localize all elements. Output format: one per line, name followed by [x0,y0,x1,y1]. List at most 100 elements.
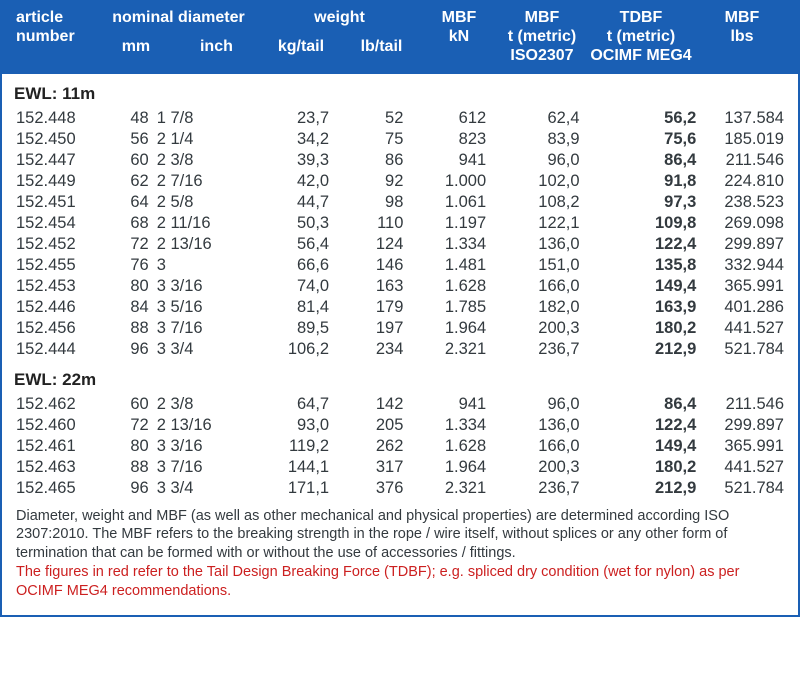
cell-kn: 823 [407,129,490,150]
cell-kn: 1.197 [407,213,490,234]
cell-article: 152.455 [2,255,93,276]
cell-kn: 1.000 [407,171,490,192]
cell-inch: 3 5/16 [153,297,251,318]
table-row: 152.465963 3/4171,13762.321236,7212,9521… [2,478,798,499]
cell-lb: 317 [333,457,407,478]
cell-inch: 3 7/16 [153,318,251,339]
cell-kn: 1.964 [407,318,490,339]
cell-lbs: 211.546 [700,150,798,171]
cell-lb: 110 [333,213,407,234]
table-row: 152.456883 7/1689,51971.964200,3180,2441… [2,318,798,339]
cell-lb: 197 [333,318,407,339]
col-tdbf-line1: TDBF [620,9,663,26]
cell-lbs: 332.944 [700,255,798,276]
cell-kn: 1.334 [407,234,490,255]
cell-iso: 96,0 [490,394,583,415]
cell-mm: 80 [93,276,152,297]
cell-lb: 98 [333,192,407,213]
cell-kg: 23,7 [250,108,333,129]
cell-tdbf: 91,8 [584,171,701,192]
cell-kn: 941 [407,150,490,171]
cell-article: 152.449 [2,171,93,192]
col-diameter-mm: mm [122,38,150,55]
cell-lb: 52 [333,108,407,129]
table-row: 152.460722 13/1693,02051.334136,0122,429… [2,415,798,436]
cell-lb: 163 [333,276,407,297]
cell-lb: 262 [333,436,407,457]
cell-kn: 1.481 [407,255,490,276]
cell-kg: 66,6 [250,255,333,276]
cell-tdbf: 180,2 [584,457,701,478]
cell-mm: 96 [93,478,152,499]
cell-tdbf: 56,2 [584,108,701,129]
cell-mm: 84 [93,297,152,318]
cell-mm: 72 [93,234,152,255]
cell-mm: 56 [93,129,152,150]
cell-inch: 2 13/16 [153,234,251,255]
cell-iso: 62,4 [490,108,583,129]
col-mbf-kn-line1: MBF [442,9,477,26]
cell-lb: 179 [333,297,407,318]
cell-lb: 92 [333,171,407,192]
cell-article: 152.463 [2,457,93,478]
cell-inch: 2 5/8 [153,192,251,213]
table-row: 152.447602 3/839,38694196,086,4211.546 [2,150,798,171]
cell-inch: 3 3/16 [153,436,251,457]
cell-lb: 124 [333,234,407,255]
cell-article: 152.461 [2,436,93,457]
cell-article: 152.447 [2,150,93,171]
cell-inch: 3 3/4 [153,339,251,360]
cell-iso: 122,1 [490,213,583,234]
cell-kg: 81,4 [250,297,333,318]
cell-tdbf: 135,8 [584,255,701,276]
col-tdbf-line3: OCIMF MEG4 [590,47,691,64]
cell-article: 152.444 [2,339,93,360]
cell-iso: 200,3 [490,457,583,478]
table-row: 152.45576366,61461.481151,0135,8332.944 [2,255,798,276]
cell-mm: 88 [93,457,152,478]
cell-mm: 60 [93,150,152,171]
col-weight-group: weight [314,9,365,26]
cell-iso: 166,0 [490,276,583,297]
cell-tdbf: 149,4 [584,276,701,297]
cell-kg: 39,3 [250,150,333,171]
cell-mm: 96 [93,339,152,360]
cell-kn: 1.628 [407,436,490,457]
col-tdbf-line2: t (metric) [607,28,675,45]
cell-iso: 182,0 [490,297,583,318]
col-article-line1: article [16,9,63,26]
cell-lb: 146 [333,255,407,276]
col-diameter-inch: inch [200,38,233,55]
col-mbf-kn-line2: kN [449,28,469,45]
cell-lbs: 137.584 [700,108,798,129]
cell-iso: 151,0 [490,255,583,276]
col-mbf-iso-line3: ISO2307 [510,47,573,64]
cell-kg: 74,0 [250,276,333,297]
cell-kn: 941 [407,394,490,415]
col-article-line2: number [16,28,75,45]
cell-lbs: 224.810 [700,171,798,192]
cell-kg: 144,1 [250,457,333,478]
cell-lb: 205 [333,415,407,436]
table-row: 152.463883 7/16144,13171.964200,3180,244… [2,457,798,478]
cell-article: 152.462 [2,394,93,415]
cell-iso: 108,2 [490,192,583,213]
cell-article: 152.454 [2,213,93,234]
cell-lb: 75 [333,129,407,150]
cell-lb: 142 [333,394,407,415]
cell-lb: 86 [333,150,407,171]
cell-tdbf: 149,4 [584,436,701,457]
cell-article: 152.452 [2,234,93,255]
cell-inch: 2 3/8 [153,394,251,415]
cell-tdbf: 97,3 [584,192,701,213]
cell-lbs: 211.546 [700,394,798,415]
cell-kg: 93,0 [250,415,333,436]
table-row: 152.452722 13/1656,41241.334136,0122,429… [2,234,798,255]
cell-tdbf: 122,4 [584,234,701,255]
cell-tdbf: 122,4 [584,415,701,436]
cell-iso: 136,0 [490,415,583,436]
cell-tdbf: 75,6 [584,129,701,150]
cell-lbs: 299.897 [700,415,798,436]
col-mbf-lbs-line1: MBF [725,9,760,26]
cell-inch: 2 11/16 [153,213,251,234]
